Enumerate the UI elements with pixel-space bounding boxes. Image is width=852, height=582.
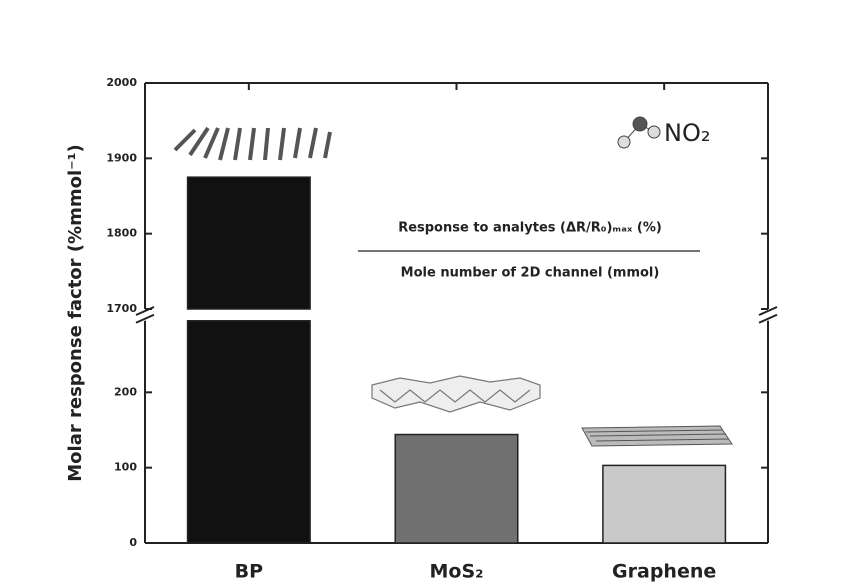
bar: [186, 176, 311, 310]
no2-molecule: [617, 116, 661, 149]
bp-structure: [173, 126, 332, 161]
mos2-structure: [371, 375, 541, 413]
bar: [394, 433, 519, 544]
graphene-structure: [581, 425, 733, 447]
y-tick-label: 100: [114, 461, 137, 474]
y-axis-title: Molar response factor (%mmol⁻¹): [65, 144, 86, 481]
y-tick-label: 0: [129, 536, 137, 549]
x-tick-label: MoS₂: [430, 561, 484, 582]
bar: [602, 464, 727, 544]
y-tick-label: 1900: [106, 151, 137, 164]
axis-break-mark: [758, 306, 778, 316]
y-tick-label: 1800: [106, 227, 137, 240]
y-tick-label: 2000: [106, 76, 137, 89]
x-tick-label: Graphene: [612, 561, 716, 582]
axis-break-mark: [758, 313, 778, 324]
formula-numerator: Response to analytes (ΔR/R₀)ₘₐₓ (%): [398, 221, 662, 236]
bar: [186, 320, 311, 544]
y-tick-label: 200: [114, 385, 137, 398]
analyte-label: NO₂: [664, 119, 710, 147]
y-tick-label: 1700: [106, 302, 137, 315]
x-tick-label: BP: [235, 561, 263, 582]
formula-denominator: Mole number of 2D channel (mmol): [401, 266, 660, 281]
axis-break-mark: [135, 313, 155, 324]
